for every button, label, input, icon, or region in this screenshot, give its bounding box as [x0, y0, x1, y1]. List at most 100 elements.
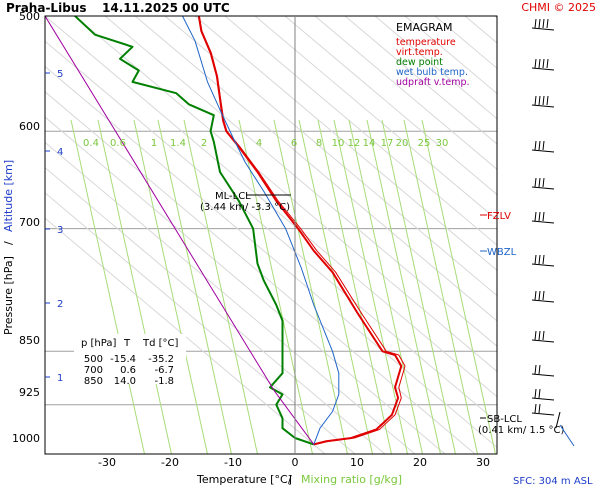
- y-axis-title-altitude: Altitude [km]: [2, 160, 15, 232]
- wind-barb-feather: [534, 211, 537, 222]
- pressure-tick: 925: [19, 386, 40, 399]
- wind-barb-shaft: [531, 412, 555, 416]
- table-cell: 700: [84, 365, 103, 376]
- series-udpraft-v-temp--line: [45, 16, 315, 445]
- wind-barb-feather: [538, 330, 541, 341]
- wind-barb-shaft: [531, 263, 555, 267]
- wind-barb-shaft: [531, 149, 555, 153]
- legend-item: udpraft v.temp.: [396, 77, 470, 88]
- ml-lcl-value: (3.44 km/ -3.3 °C): [200, 202, 290, 213]
- y-axis-title-sep: /: [2, 241, 15, 245]
- mixing-ratio-line: [70, 119, 145, 454]
- dry-adiabat: [254, 16, 497, 221]
- mixing-ratio-line: [157, 119, 232, 454]
- temperature-tick: -10: [224, 456, 242, 469]
- mixing-ratio-line: [381, 119, 456, 454]
- altitude-tick-marks: [45, 72, 50, 378]
- wind-barb-feather: [534, 364, 537, 375]
- mixing-ratio-line: [298, 119, 373, 454]
- wind-barb-feather: [534, 290, 537, 301]
- dry-adiabat: [45, 116, 446, 454]
- table-cell: 0.6: [120, 365, 136, 376]
- surface-elevation: SFC: 304 m ASL: [513, 476, 593, 487]
- wind-barb-feather: [542, 58, 545, 69]
- wind-barb-feather: [538, 140, 541, 151]
- dry-adiabat: [585, 16, 600, 454]
- dry-adiabat: [494, 16, 497, 19]
- dry-adiabat: [374, 16, 497, 120]
- temperature-tick: 0: [292, 456, 299, 469]
- dry-adiabat: [555, 16, 600, 454]
- dry-adiabat: [224, 16, 497, 246]
- table-header: Td [°C]: [142, 338, 179, 349]
- wind-barb-shaft: [531, 220, 555, 224]
- sb-lcl-value: (0.41 km/ 1.5 °C): [478, 425, 564, 436]
- temperature-tick: 20: [413, 456, 427, 469]
- dry-adiabat: [164, 16, 497, 297]
- dry-adiabat: [45, 166, 386, 454]
- legend-item: temperature: [396, 37, 456, 48]
- mixing-ratio-line: [421, 119, 496, 454]
- temperature-axis: -30 -20 -10 0 10 20 30: [98, 456, 490, 469]
- table-cell: -15.4: [110, 354, 136, 365]
- wind-barb-feather: [542, 177, 545, 188]
- mixing-ratio-tick: 20: [396, 138, 409, 149]
- legend-item: dew point: [396, 57, 443, 68]
- temperature-tick: -30: [98, 456, 116, 469]
- mixing-ratio-line: [333, 119, 408, 454]
- table-header: T: [123, 338, 131, 349]
- table-cell: -1.8: [154, 376, 174, 387]
- dry-adiabat: [194, 16, 497, 272]
- mixing-ratio-tick: 14: [363, 138, 376, 149]
- dry-adiabat: [344, 16, 497, 145]
- altitude-tick: 3: [57, 225, 63, 236]
- wind-barb-feather: [542, 95, 545, 106]
- altitude-axis: 1 2 3 4 5: [57, 69, 63, 384]
- wind-barb-shaft: [531, 67, 555, 71]
- wind-barb-shaft: [531, 339, 555, 343]
- mixing-ratio-line: [133, 119, 208, 454]
- series-temperature-line: [197, 16, 403, 446]
- mixing-ratio-line: [366, 119, 441, 454]
- wind-barb-feather: [534, 58, 537, 69]
- wind-barbs: [531, 18, 575, 447]
- sb-lcl-title: SB-LCL: [487, 414, 522, 425]
- mixing-ratio-tick: 4: [256, 138, 262, 149]
- series-wet-bulb-temp--line: [182, 16, 340, 445]
- pressure-tick: 850: [19, 334, 40, 347]
- wind-barb-feather: [542, 211, 545, 222]
- mixing-ratio-tick: 8: [316, 138, 322, 149]
- x-axis-title-temperature: Temperature [°C]: [196, 473, 292, 486]
- sb-lcl-annotation: SB-LCL (0.41 km/ 1.5 °C): [478, 414, 564, 436]
- y-axis-title: Pressure [hPa] / Altitude [km]: [2, 160, 15, 335]
- wind-barb-feather: [534, 388, 537, 399]
- wind-barb-shaft: [531, 27, 555, 31]
- wind-barb-feather: [534, 140, 537, 151]
- mixing-ratio-line: [403, 119, 478, 454]
- x-axis-title-mixing: Mixing ratio [g/kg]: [301, 473, 402, 486]
- mixing-ratio-line: [183, 119, 258, 454]
- wind-barb-feather: [534, 254, 537, 265]
- table-cell: 850: [84, 376, 103, 387]
- mixing-ratio-line: [238, 119, 313, 454]
- legend-title: EMAGRAM: [396, 21, 453, 34]
- wind-barb-feather: [534, 95, 537, 106]
- wind-barb-feather: [546, 95, 549, 106]
- copyright: CHMI © 2025: [521, 1, 596, 14]
- wind-barb-feather: [546, 18, 549, 29]
- mixing-ratio-tick: 25: [418, 138, 431, 149]
- pressure-tick: 500: [19, 10, 40, 23]
- wind-barb-feather: [538, 403, 541, 414]
- mixing-ratio-tick: 12: [348, 138, 361, 149]
- wind-barb-feather: [538, 254, 541, 265]
- mixing-ratio-line: [317, 119, 392, 454]
- altitude-tick: 2: [57, 299, 63, 310]
- dry-adiabat: [45, 40, 497, 423]
- wind-barb-shaft: [531, 397, 555, 401]
- altitude-tick: 5: [57, 69, 63, 80]
- grid-layer: [45, 16, 600, 454]
- wind-barb-feather: [538, 18, 541, 29]
- series-virt-temp--line: [198, 16, 406, 445]
- wind-barb-shaft: [531, 373, 555, 377]
